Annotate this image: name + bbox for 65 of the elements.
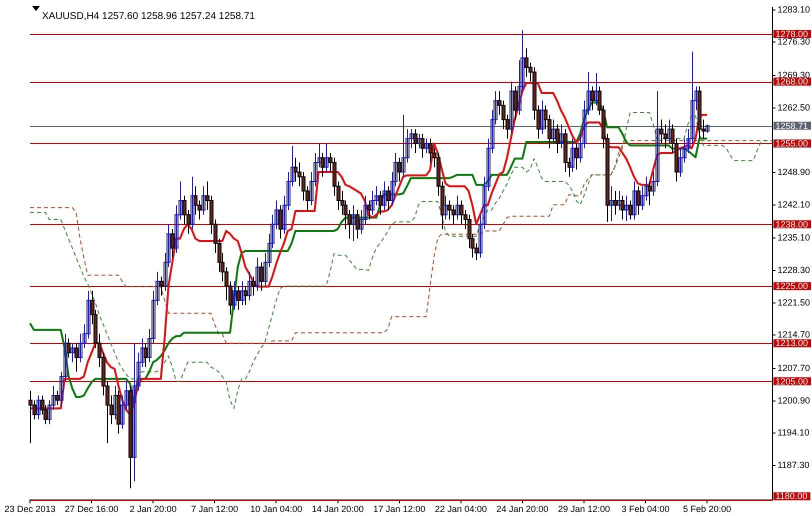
candlestick <box>370 190 374 216</box>
candlestick <box>560 124 564 149</box>
x-tick-label: 2 Jan 20:00 <box>130 504 177 514</box>
candlestick <box>324 143 328 172</box>
candlestick <box>256 257 260 292</box>
x-tick-label: 27 Dec 16:00 <box>64 504 118 514</box>
candlestick <box>352 204 356 242</box>
candlestick <box>570 138 574 172</box>
candlestick <box>552 119 556 144</box>
x-tick-label: 7 Jan 12:00 <box>191 504 238 514</box>
candlestick <box>594 72 598 106</box>
y-tick-label: 1214.70 <box>777 330 810 340</box>
candlestick <box>36 395 40 420</box>
ref-line-label: 1268.00 <box>775 76 808 87</box>
candlestick <box>70 342 74 363</box>
y-tick-label: 1235.10 <box>777 232 810 243</box>
x-tick-label: 17 Jan 12:00 <box>373 504 426 514</box>
ref-line-label: 1258.71 <box>775 120 808 131</box>
y-tick-label: 1194.10 <box>777 428 810 438</box>
candlestick <box>190 176 194 230</box>
candlestick <box>618 190 622 211</box>
candlestick <box>248 271 252 301</box>
ref-line-label: 1213.00 <box>775 338 808 348</box>
candlestick <box>114 386 118 420</box>
ref-line-label: 1278.00 <box>775 29 808 40</box>
candlestick <box>510 81 514 134</box>
y-tick-label: 1248.90 <box>777 166 810 177</box>
y-tick-label: 1262.50 <box>777 102 810 112</box>
ref-line-label: 1180.00 <box>775 491 808 502</box>
ref-line-label: 1225.00 <box>775 281 808 292</box>
x-tick-label: 29 Jan 12:00 <box>558 504 610 514</box>
candlestick <box>624 195 628 222</box>
y-tick-label: 1276.30 <box>777 36 810 47</box>
candlestick <box>456 195 460 220</box>
x-tick-label: 3 Feb 04:00 <box>621 504 670 514</box>
y-tick-label: 1221.50 <box>777 297 810 308</box>
y-tick-label: 1283.10 <box>777 4 810 14</box>
x-tick-label: 23 Dec 2013 <box>4 504 56 514</box>
candlestick <box>402 114 406 178</box>
x-tick-label: 22 Jan 04:00 <box>434 504 487 514</box>
candlestick <box>540 100 544 134</box>
y-tick-label: 1228.30 <box>777 264 810 275</box>
x-tick-label: 14 Jan 20:00 <box>312 504 364 514</box>
x-tick-label: 5 Feb 20:00 <box>683 504 732 514</box>
candlestick <box>668 119 672 144</box>
candlestick <box>632 181 636 220</box>
x-tick-label: 10 Jan 04:00 <box>250 504 302 514</box>
ref-line-label: 1238.00 <box>775 219 808 230</box>
candlestick <box>444 195 448 220</box>
ref-line-label: 1205.00 <box>775 376 808 386</box>
y-tick-label: 1207.70 <box>777 362 810 373</box>
candlestick <box>232 280 236 310</box>
candlestick <box>424 138 428 154</box>
x-tick-label: 24 Jan 20:00 <box>496 504 548 514</box>
y-tick-label: 1187.30 <box>777 460 810 470</box>
candlestick <box>418 133 422 149</box>
y-tick-label: 1242.10 <box>777 199 810 210</box>
ref-line-label: 1255.00 <box>775 138 808 148</box>
candlestick <box>610 186 614 222</box>
candlestick <box>240 280 244 306</box>
candlestick <box>202 186 206 216</box>
candlestick <box>132 342 136 482</box>
candlestick <box>382 181 386 211</box>
chart-title: XAUUSD,H4 1257.60 1258.96 1257.24 1258.71 <box>42 11 256 22</box>
y-tick-label: 1200.90 <box>777 395 810 406</box>
